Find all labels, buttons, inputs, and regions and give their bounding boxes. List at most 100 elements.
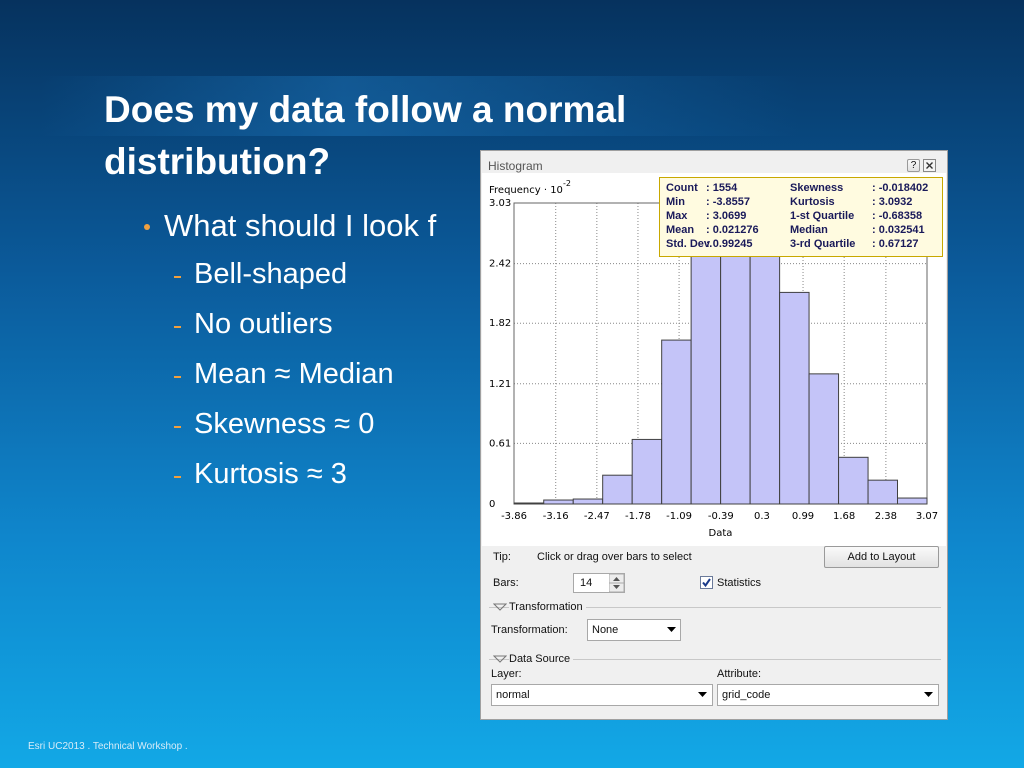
bullet-text: What should I look f — [164, 208, 437, 243]
bar — [543, 499, 574, 505]
x-tick-label: 2.38 — [875, 511, 897, 522]
y-tick-label: 3.03 — [489, 198, 511, 209]
stat-value: : 0.021276 — [706, 224, 759, 236]
tip-label: Tip: — [493, 551, 511, 563]
sub-bullet-text: Kurtosis ≈ 3 — [194, 458, 347, 490]
stat-name: Kurtosis — [790, 196, 835, 208]
section-divider — [489, 659, 941, 660]
layer-label: Layer: — [491, 668, 522, 680]
tip-text: Click or drag over bars to select — [537, 551, 692, 563]
stat-name: 3-rd Quartile — [790, 238, 856, 250]
sub-bullet: Kurtosis ≈ 3 — [140, 458, 436, 508]
statistics-label: Statistics — [717, 577, 762, 589]
stat-name: Count — [666, 182, 698, 194]
stat-value: : -0.018402 — [872, 182, 929, 194]
x-axis-label: Data — [709, 528, 733, 539]
dropdown-arrow — [698, 692, 707, 697]
x-tick-label: -1.09 — [666, 511, 692, 522]
stat-name: Median — [790, 224, 828, 236]
stat-name: 1-st Quartile — [790, 210, 855, 222]
y-tick-label: 2.42 — [489, 259, 511, 270]
bar — [838, 456, 869, 505]
help-button[interactable]: ? — [907, 159, 920, 172]
bar — [779, 291, 810, 505]
stat-value: : 3.0699 — [706, 210, 747, 222]
x-tick-label: 3.07 — [916, 511, 938, 522]
stat-name: Max — [666, 210, 688, 222]
histogram-dialog: Histogram ? Frequency · 10 -2 0 0.61 1.21 1.8… — [480, 150, 948, 720]
stat-value: : 0.032541 — [872, 224, 925, 236]
sub-bullet-dash — [174, 426, 181, 428]
x-tick-label: -0.39 — [708, 511, 734, 522]
sub-bullet-dash — [174, 276, 181, 278]
stat-name: Skewness — [790, 182, 844, 194]
transformation-section: Transformation — [509, 601, 586, 613]
statistics-box: Count : 1554 Min : -3.8557 Max : 3.0699 Mean : … — [659, 177, 943, 257]
x-tick-label: -2.47 — [584, 511, 610, 522]
bar — [513, 502, 545, 505]
add-to-layout-button[interactable]: Add to Layout — [824, 546, 939, 568]
bar — [749, 225, 781, 505]
stat-value: : 0.67127 — [872, 238, 919, 250]
collapse-arrow[interactable] — [493, 654, 507, 664]
sub-bullet: Skewness ≈ 0 — [140, 408, 436, 458]
sub-bullet-dash — [174, 476, 181, 478]
data-source-section: Data Source — [509, 653, 574, 665]
stat-name: Min — [666, 196, 685, 208]
stat-value: : 0.99245 — [706, 238, 753, 250]
sub-bullet: Mean ≈ Median — [140, 358, 436, 408]
x-tick-label: -1.78 — [625, 511, 651, 522]
x-tick-label: -3.86 — [501, 511, 527, 522]
layer-select[interactable]: normal — [491, 684, 713, 706]
y-tick-label: 1.82 — [489, 318, 511, 329]
sub-bullet-dash — [174, 326, 181, 328]
stat-value: : -0.68358 — [872, 210, 923, 222]
transformation-select[interactable]: None — [587, 619, 681, 641]
sub-bullet-text: No outliers — [194, 308, 333, 340]
y-axis-exponent: -2 — [563, 179, 571, 188]
bar — [897, 497, 928, 505]
stat-value: : -3.8557 — [706, 196, 751, 208]
footer: Esri UC2013 . Technical Workshop . — [28, 741, 188, 752]
bar — [572, 498, 604, 505]
close-button[interactable] — [923, 159, 936, 172]
bar — [808, 373, 840, 505]
sub-bullet-text: Mean ≈ Median — [194, 358, 394, 390]
sub-bullet-text: Bell-shaped — [194, 258, 348, 290]
stat-value: : 1554 — [706, 182, 738, 194]
bar — [631, 438, 663, 505]
section-divider — [489, 607, 941, 608]
dropdown-arrow — [667, 627, 676, 632]
x-tick-label: 1.68 — [833, 511, 855, 522]
attribute-label: Attribute: — [717, 668, 762, 680]
collapse-arrow[interactable] — [493, 602, 507, 612]
attribute-select[interactable]: grid_code — [717, 684, 939, 706]
spin-arrows[interactable] — [609, 574, 624, 592]
y-tick-label: 1.21 — [489, 379, 511, 390]
title-band — [40, 76, 800, 136]
stat-value: : 3.0932 — [872, 196, 913, 208]
stat-name: Std. Dev. — [666, 238, 713, 250]
sub-bullet-dash — [174, 376, 181, 378]
stat-name: Mean — [666, 224, 695, 236]
y-tick-label: 0 — [489, 499, 495, 510]
bar — [661, 339, 692, 505]
transformation-label: Transformation: — [491, 624, 568, 636]
y-tick-label: 0.61 — [489, 438, 511, 449]
bullet-dot — [144, 224, 150, 230]
y-axis-label: Frequency · 10 — [489, 185, 563, 196]
sub-bullet: No outliers — [140, 308, 436, 358]
x-tick-label: -3.16 — [543, 511, 569, 522]
bars-label: Bars: — [493, 577, 519, 589]
check-mark — [702, 578, 711, 588]
bullet-list: What should I look f Bell-shaped No outlie… — [140, 208, 436, 508]
sub-bullet-text: Skewness ≈ 0 — [194, 408, 375, 440]
statistics-checkbox[interactable] — [700, 576, 713, 589]
bar — [690, 233, 722, 505]
slide-title: Does my data follow a normal distributio… — [104, 89, 627, 182]
x-tick-label: 0.3 — [754, 511, 770, 522]
x-tick-label: 0.99 — [792, 511, 814, 522]
dialog-title: Histogram — [488, 159, 543, 173]
dropdown-arrow — [924, 692, 933, 697]
